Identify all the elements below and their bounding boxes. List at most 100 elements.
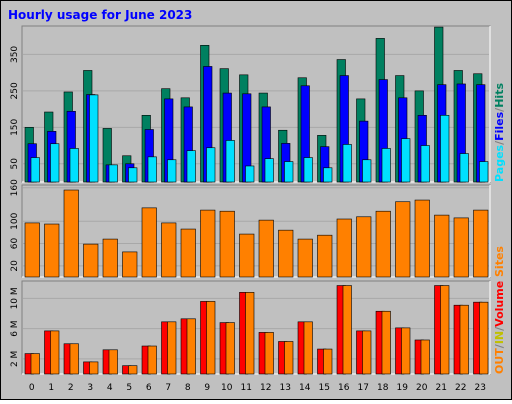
bar <box>258 219 274 278</box>
bar <box>69 343 79 375</box>
bar <box>303 157 313 183</box>
bar <box>401 327 411 375</box>
y-tick-label: 160 <box>10 179 20 196</box>
legend-entry: Sites <box>493 246 506 277</box>
y-tick-label: 60 <box>10 238 20 250</box>
y-tick-label: 6 M <box>10 320 20 336</box>
bar <box>336 218 352 278</box>
bar <box>206 301 216 375</box>
x-tick-label: 5 <box>126 383 132 393</box>
chart-title: Hourly usage for June 2023 <box>8 8 192 22</box>
legend-entry: IN <box>493 331 506 344</box>
bar <box>342 144 352 183</box>
bar <box>381 148 391 183</box>
x-tick-label: 17 <box>358 383 369 393</box>
bar <box>479 301 489 375</box>
bar <box>440 114 450 183</box>
x-tick-label: 11 <box>241 383 252 393</box>
x-tick-label: 22 <box>455 383 466 393</box>
x-tick-label: 15 <box>319 383 330 393</box>
bar <box>479 161 489 183</box>
bar <box>401 138 411 183</box>
bar <box>420 339 430 375</box>
legend-entry: Pages <box>493 144 506 182</box>
y-tick-label: 150 <box>10 118 20 135</box>
x-tick-label: 13 <box>280 383 291 393</box>
y-tick-label: 350 <box>10 46 20 63</box>
x-tick-label: 8 <box>185 383 191 393</box>
bar <box>225 140 235 183</box>
bar <box>245 165 255 183</box>
bar <box>24 222 40 278</box>
bar <box>323 167 333 183</box>
bar <box>141 207 157 278</box>
bar <box>245 292 255 375</box>
x-tick-label: 7 <box>165 383 171 393</box>
bar <box>278 229 294 278</box>
legend-entry: OUT <box>493 348 506 374</box>
legend-separator: / <box>493 343 506 348</box>
x-tick-label: 10 <box>221 383 233 393</box>
bar <box>453 217 469 278</box>
legend: OUT/IN/Volume <box>493 281 506 374</box>
bar <box>342 285 352 375</box>
bar <box>63 189 79 278</box>
x-tick-label: 1 <box>48 383 54 393</box>
bar <box>186 150 196 183</box>
bar <box>147 345 157 375</box>
y-tick-label: 50 <box>10 158 20 170</box>
legend-separator: / <box>493 140 506 145</box>
bar <box>297 238 313 278</box>
bar <box>206 147 216 183</box>
panel <box>21 184 491 278</box>
bar <box>356 216 372 278</box>
x-tick-label: 23 <box>475 383 486 393</box>
bar <box>83 243 99 278</box>
bar <box>219 210 235 278</box>
bar <box>362 330 372 375</box>
x-tick-label: 21 <box>436 383 447 393</box>
bar <box>30 157 40 183</box>
bar <box>284 341 294 375</box>
y-tick-label: 250 <box>10 82 20 99</box>
x-tick-label: 14 <box>299 383 311 393</box>
legend-entry: Files <box>493 111 506 141</box>
bar <box>128 365 138 375</box>
bar <box>317 234 333 278</box>
bar <box>180 228 196 278</box>
bar <box>440 285 450 375</box>
x-tick-label: 18 <box>377 383 389 393</box>
legend: Pages/Files/Hits <box>493 83 506 182</box>
y-tick-label: 10 M <box>10 287 20 309</box>
x-tick-label: 19 <box>397 383 409 393</box>
x-tick-label: 3 <box>87 383 93 393</box>
bar <box>381 310 391 375</box>
bar <box>225 322 235 375</box>
y-tick-label: 100 <box>10 212 20 229</box>
x-tick-label: 2 <box>68 383 74 393</box>
bar <box>414 199 430 278</box>
bar <box>50 330 60 375</box>
bar <box>375 210 391 278</box>
y-tick-label: 20 <box>10 260 20 272</box>
legend-separator: / <box>493 326 506 331</box>
bar <box>200 209 216 278</box>
bar <box>186 318 196 375</box>
x-tick-label: 16 <box>338 383 350 393</box>
x-tick-label: 12 <box>260 383 271 393</box>
x-tick-label: 20 <box>416 383 428 393</box>
bar <box>264 158 274 183</box>
bar <box>459 304 469 375</box>
bar <box>323 348 333 375</box>
bar <box>122 251 138 278</box>
x-tick-label: 4 <box>107 383 113 393</box>
bar <box>30 353 40 375</box>
x-tick-label: 9 <box>204 383 210 393</box>
bar <box>89 94 99 183</box>
panel <box>21 25 491 183</box>
bar <box>395 201 411 278</box>
bar <box>303 321 313 375</box>
bar <box>50 143 60 183</box>
bar <box>362 159 372 183</box>
x-tick-label: 0 <box>29 383 35 393</box>
